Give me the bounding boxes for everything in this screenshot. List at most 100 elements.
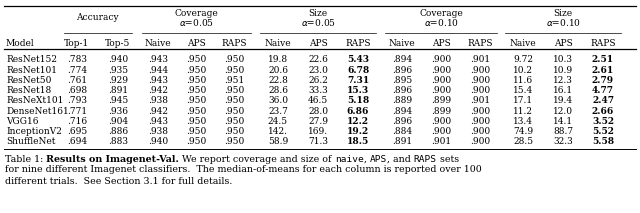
Text: .901: .901 (431, 137, 451, 146)
Text: .950: .950 (224, 86, 244, 95)
Text: 22.8: 22.8 (268, 76, 288, 85)
Text: .950: .950 (224, 106, 244, 115)
Text: APS: APS (369, 154, 387, 164)
Text: 58.9: 58.9 (268, 137, 288, 146)
Text: .694: .694 (67, 137, 87, 146)
Text: ShuffleNet: ShuffleNet (6, 137, 56, 146)
Text: different trials.  See Section 3.1 for full details.: different trials. See Section 3.1 for fu… (5, 177, 232, 186)
Text: .896: .896 (392, 117, 412, 126)
Text: .896: .896 (392, 66, 412, 75)
Text: InceptionV2: InceptionV2 (6, 127, 62, 136)
Text: .900: .900 (470, 86, 490, 95)
Text: ResNet18: ResNet18 (6, 86, 51, 95)
Text: 2.61: 2.61 (592, 66, 614, 75)
Text: ,: , (364, 154, 369, 164)
Text: 6.78: 6.78 (347, 66, 369, 75)
Text: ResNeXt101: ResNeXt101 (6, 96, 63, 105)
Text: 3.52: 3.52 (592, 117, 614, 126)
Text: .899: .899 (431, 106, 451, 115)
Text: Results on Imagenet-Val.: Results on Imagenet-Val. (46, 154, 179, 164)
Text: 88.7: 88.7 (553, 127, 573, 136)
Text: .943: .943 (148, 76, 168, 85)
Text: .900: .900 (470, 106, 490, 115)
Text: Model: Model (6, 39, 35, 47)
Text: .950: .950 (186, 56, 206, 65)
Text: Accuracy: Accuracy (76, 13, 119, 23)
Text: .900: .900 (431, 76, 451, 85)
Text: VGG16: VGG16 (6, 117, 38, 126)
Text: .950: .950 (186, 86, 206, 95)
Text: .783: .783 (67, 56, 87, 65)
Text: .900: .900 (431, 127, 451, 136)
Text: .950: .950 (224, 137, 244, 146)
Text: 23.0: 23.0 (308, 66, 328, 75)
Text: .951: .951 (224, 76, 244, 85)
Text: 13.4: 13.4 (513, 117, 533, 126)
Text: 15.3: 15.3 (347, 86, 369, 95)
Text: $\alpha$=0.05: $\alpha$=0.05 (301, 17, 335, 29)
Text: .793: .793 (67, 96, 87, 105)
Text: Coverage: Coverage (419, 10, 463, 19)
Text: APS: APS (554, 39, 572, 47)
Text: .942: .942 (148, 86, 168, 95)
Text: .695: .695 (67, 127, 87, 136)
Text: 28.6: 28.6 (268, 86, 288, 95)
Text: .950: .950 (186, 106, 206, 115)
Text: sets: sets (436, 154, 459, 164)
Text: We report coverage and size of: We report coverage and size of (179, 154, 335, 164)
Text: .891: .891 (108, 86, 128, 95)
Text: .950: .950 (186, 76, 206, 85)
Text: APS: APS (308, 39, 328, 47)
Text: .943: .943 (148, 56, 168, 65)
Text: ResNet101: ResNet101 (6, 66, 57, 75)
Text: .901: .901 (470, 96, 490, 105)
Text: 5.18: 5.18 (347, 96, 369, 105)
Text: .900: .900 (431, 66, 451, 75)
Text: , and: , and (387, 154, 413, 164)
Text: .944: .944 (148, 66, 168, 75)
Text: RAPS: RAPS (345, 39, 371, 47)
Text: 169.: 169. (308, 127, 328, 136)
Text: 14.1: 14.1 (553, 117, 573, 126)
Text: .886: .886 (108, 127, 128, 136)
Text: .900: .900 (470, 117, 490, 126)
Text: 9.72: 9.72 (513, 56, 533, 65)
Text: Naive: Naive (388, 39, 415, 47)
Text: 12.3: 12.3 (553, 76, 573, 85)
Text: ResNet152: ResNet152 (6, 56, 57, 65)
Text: 12.2: 12.2 (347, 117, 369, 126)
Text: 19.4: 19.4 (553, 96, 573, 105)
Text: 2.47: 2.47 (592, 96, 614, 105)
Text: 19.8: 19.8 (268, 56, 288, 65)
Text: 46.5: 46.5 (308, 96, 328, 105)
Text: RAPS: RAPS (467, 39, 493, 47)
Text: Size: Size (554, 10, 573, 19)
Text: 142.: 142. (268, 127, 288, 136)
Text: 2.51: 2.51 (592, 56, 614, 65)
Text: 10.2: 10.2 (513, 66, 533, 75)
Text: 23.7: 23.7 (268, 106, 288, 115)
Text: .900: .900 (470, 137, 490, 146)
Text: .940: .940 (148, 137, 168, 146)
Text: 4.77: 4.77 (592, 86, 614, 95)
Text: .698: .698 (67, 86, 87, 95)
Text: RAPS: RAPS (590, 39, 616, 47)
Text: .945: .945 (108, 96, 128, 105)
Text: 20.6: 20.6 (268, 66, 288, 75)
Text: 7.31: 7.31 (347, 76, 369, 85)
Text: .935: .935 (108, 66, 128, 75)
Text: Top-1: Top-1 (65, 39, 90, 47)
Text: .900: .900 (431, 86, 451, 95)
Text: Naive: Naive (145, 39, 172, 47)
Text: .771: .771 (67, 106, 87, 115)
Text: 5.58: 5.58 (592, 137, 614, 146)
Text: APS: APS (431, 39, 451, 47)
Text: Naive: Naive (509, 39, 536, 47)
Text: Size: Size (308, 10, 328, 19)
Text: 22.6: 22.6 (308, 56, 328, 65)
Text: 15.4: 15.4 (513, 86, 533, 95)
Text: 2.66: 2.66 (592, 106, 614, 115)
Text: .938: .938 (148, 127, 168, 136)
Text: 24.5: 24.5 (268, 117, 288, 126)
Text: .894: .894 (392, 56, 412, 65)
